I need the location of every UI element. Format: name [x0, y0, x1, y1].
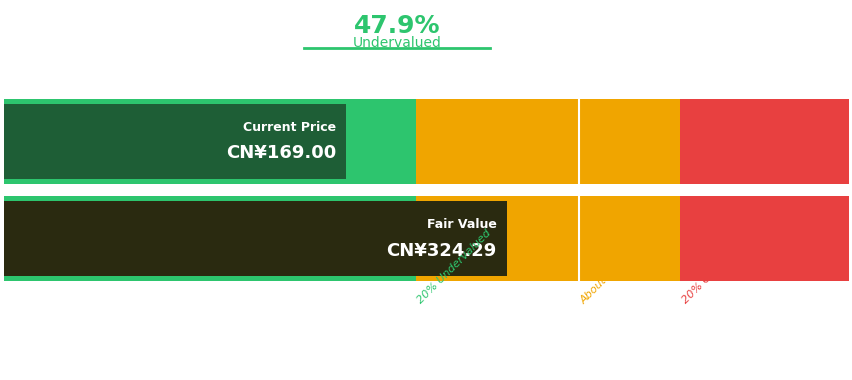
Text: 20% Undervalued: 20% Undervalued	[415, 228, 492, 306]
Text: Current Price: Current Price	[243, 121, 336, 134]
Bar	[4, 104, 346, 179]
Bar	[679, 98, 848, 184]
Bar	[679, 196, 848, 282]
Bar	[578, 98, 679, 184]
Text: CN¥169.00: CN¥169.00	[226, 144, 336, 162]
Text: About Right: About Right	[578, 252, 631, 306]
Text: CN¥324.29: CN¥324.29	[386, 242, 496, 260]
Text: Fair Value: Fair Value	[426, 218, 496, 231]
Bar	[578, 196, 679, 282]
Bar	[4, 201, 506, 276]
Bar	[415, 196, 578, 282]
Bar	[415, 98, 578, 184]
Text: 20% Overvalued: 20% Overvalued	[679, 233, 751, 306]
Text: 47.9%: 47.9%	[354, 14, 440, 38]
Text: Undervalued: Undervalued	[352, 36, 440, 50]
Bar	[4, 196, 415, 282]
Bar	[4, 98, 415, 184]
